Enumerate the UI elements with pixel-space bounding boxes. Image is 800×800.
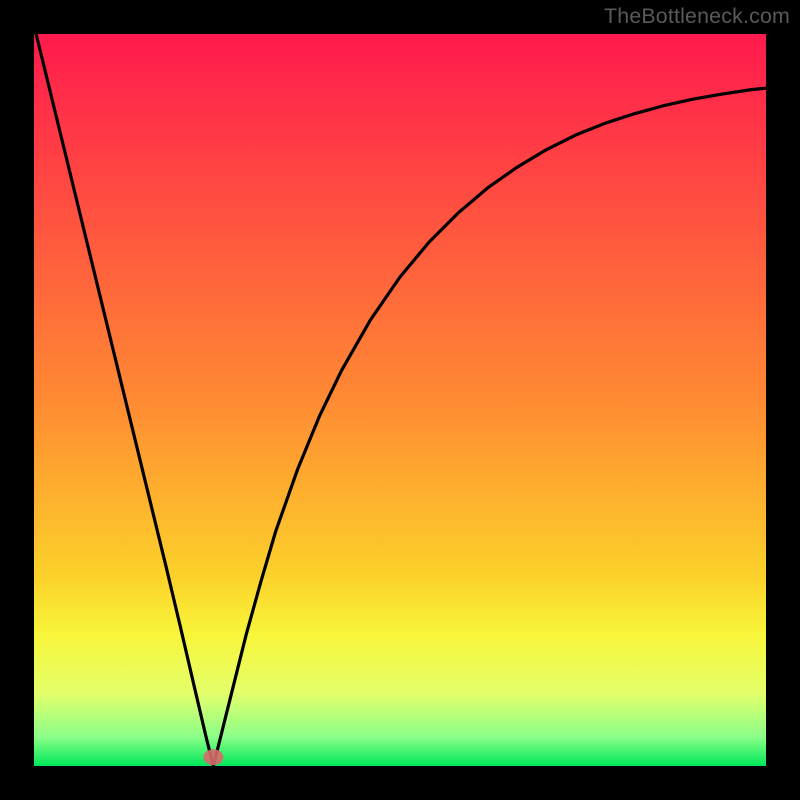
bottleneck-curve <box>34 25 766 766</box>
curve-layer <box>0 0 800 800</box>
min-marker <box>203 749 223 765</box>
watermark-text: TheBottleneck.com <box>604 4 790 29</box>
chart-frame: TheBottleneck.com <box>0 0 800 800</box>
